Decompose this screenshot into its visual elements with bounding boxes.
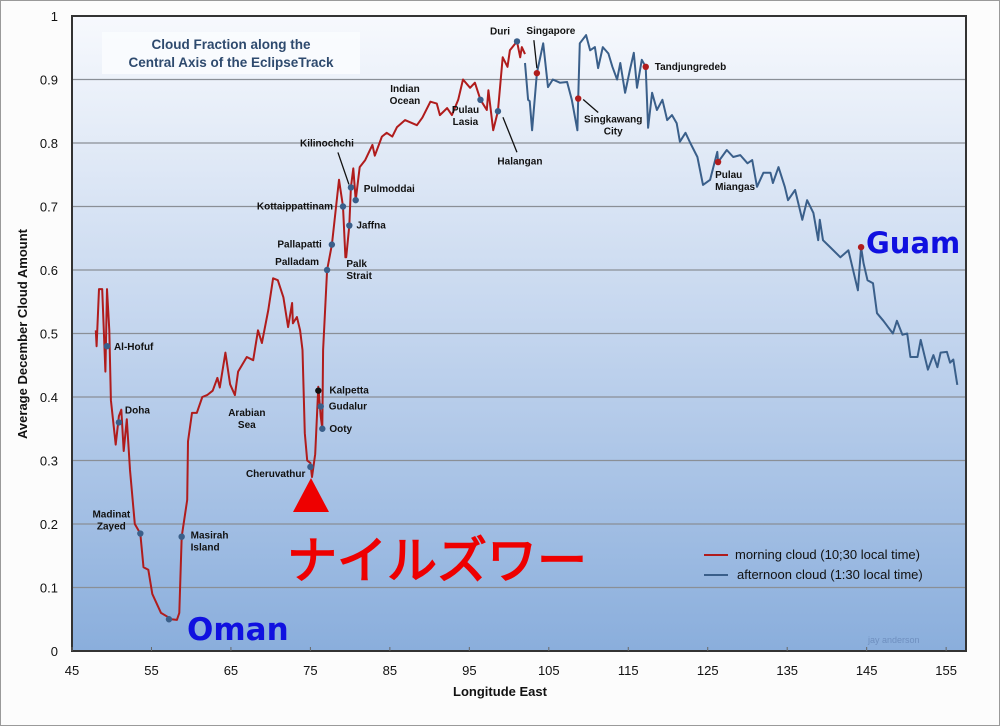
x-tick-label: 155 — [935, 663, 957, 678]
location-label: Palladam — [275, 257, 319, 268]
y-tick-label: 0.7 — [40, 200, 58, 215]
location-dot — [319, 425, 326, 432]
location-dot — [103, 343, 111, 350]
location-dot — [307, 463, 314, 471]
x-tick-label: 115 — [618, 663, 639, 678]
y-tick-label: 0.2 — [40, 517, 58, 532]
location-dot — [352, 196, 359, 204]
location-label: Cheruvathur — [246, 469, 306, 480]
location-dot — [315, 387, 322, 394]
location-label: Masirah — [191, 531, 229, 542]
x-tick-label: 145 — [856, 663, 878, 678]
region-label: Arabian — [228, 408, 265, 419]
y-tick-label: 0.8 — [40, 136, 58, 151]
location-dot — [137, 530, 144, 537]
x-tick-label: 85 — [383, 663, 397, 678]
afternoon-cloud-line — [524, 34, 959, 386]
location-label: Ooty — [329, 424, 352, 435]
chart-title-line-1: Cloud Fraction along the — [152, 37, 311, 52]
location-label: Pallapatti — [277, 240, 322, 251]
location-label: Gudalur — [329, 402, 367, 413]
location-label: Kilinochchi — [300, 138, 354, 149]
location-label: Jaffna — [356, 221, 386, 232]
y-tick-label: 0.9 — [40, 73, 58, 88]
location-dot — [178, 533, 185, 540]
location-dot — [714, 158, 722, 166]
location-label: Lasia — [453, 117, 479, 128]
location-label: Tandjungredeb — [655, 62, 726, 73]
location-dot — [494, 108, 502, 115]
legend: morning cloud (10;30 local time) afterno… — [704, 547, 923, 582]
x-tick-label: 55 — [144, 663, 158, 678]
credit-text: jay anderson — [867, 635, 920, 645]
y-axis-title: Average December Cloud Amount — [15, 228, 30, 439]
y-tick-label: 0.6 — [40, 263, 58, 278]
location-dot — [857, 243, 865, 251]
x-tick-label: 125 — [697, 663, 719, 678]
oman-label: Oman — [187, 612, 289, 648]
location-label: Pulau — [715, 170, 742, 181]
plot-border — [71, 15, 967, 652]
location-dot — [346, 222, 353, 229]
location-label: Pulmoddai — [364, 184, 415, 195]
location-dot — [165, 616, 173, 623]
y-tick-label: 0.1 — [40, 581, 58, 596]
location-dot — [347, 184, 355, 191]
y-tick-label: 1 — [51, 9, 58, 24]
location-dot — [328, 241, 336, 248]
location-dot — [115, 419, 123, 426]
location-dot — [575, 95, 582, 102]
location-label: Zayed — [97, 522, 126, 533]
region-label: Sea — [238, 420, 256, 431]
japanese-place-label: ナイルズワー — [287, 532, 587, 590]
location-label: Island — [191, 543, 220, 554]
region-label: Ocean — [390, 96, 421, 107]
region-label: Palk — [346, 259, 367, 270]
y-tick-label: 0 — [51, 644, 58, 659]
location-dot — [477, 96, 484, 104]
location-dot — [533, 69, 541, 77]
title-box — [102, 32, 360, 74]
morning-cloud-line — [94, 40, 526, 621]
location-label: City — [604, 127, 623, 138]
pointer-arrow-icon — [337, 152, 350, 185]
location-label: Singapore — [526, 26, 575, 37]
y-tick-label: 0.3 — [40, 454, 58, 469]
location-label: Miangas — [715, 182, 755, 193]
region-label: Indian — [390, 84, 419, 95]
location-label: Doha — [125, 405, 150, 416]
region-label: Strait — [346, 271, 372, 282]
legend-label-morning: morning cloud (10;30 local time) — [735, 547, 920, 562]
location-label: Madinat — [92, 510, 130, 521]
location-label: Al-Hofuf — [114, 342, 154, 353]
pointer-arrow-icon — [582, 99, 599, 114]
y-tick-label: 0.5 — [40, 327, 58, 342]
location-label: Pulau — [452, 105, 479, 116]
location-dot — [642, 63, 649, 70]
location-label: Kalpetta — [329, 386, 369, 397]
legend-label-afternoon: afternoon cloud (1:30 local time) — [737, 567, 923, 582]
chart-title-line-2: Central Axis of the EclipseTrack — [128, 55, 334, 70]
location-dot — [339, 203, 347, 210]
pointer-arrow-icon — [533, 40, 538, 69]
pointer-arrow-icon — [502, 117, 518, 153]
location-dot — [513, 38, 521, 45]
location-label: Singkawang — [584, 115, 642, 126]
x-tick-label: 65 — [224, 663, 238, 678]
x-tick-label: 75 — [303, 663, 317, 678]
location-label: Kottaippattinam — [257, 202, 333, 213]
location-triangle-marker — [293, 478, 329, 512]
guam-label: Guam — [866, 226, 960, 260]
location-dot — [323, 266, 331, 274]
x-tick-label: 135 — [776, 663, 798, 678]
location-label: Duri — [490, 26, 510, 37]
x-tick-label: 105 — [538, 663, 560, 678]
location-label: Halangan — [497, 156, 542, 167]
x-tick-label: 45 — [65, 663, 79, 678]
x-axis-title: Longitude East — [453, 684, 548, 699]
y-tick-label: 0.4 — [40, 390, 58, 405]
x-tick-label: 95 — [462, 663, 476, 678]
location-dot — [317, 403, 324, 410]
